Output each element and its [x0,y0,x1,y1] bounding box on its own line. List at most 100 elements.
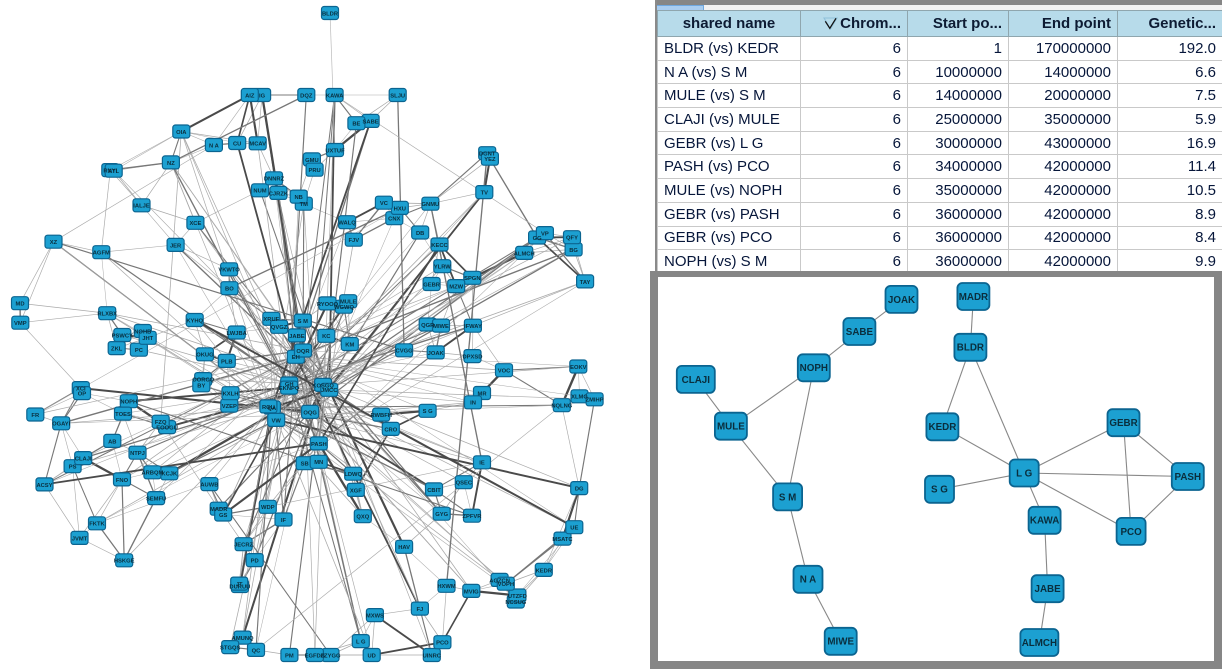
svg-text:DQZ: DQZ [300,93,313,99]
svg-text:ARBQM: ARBQM [141,471,163,477]
svg-text:XZ: XZ [50,240,58,246]
svg-text:TOES: TOES [115,412,131,418]
svg-text:JECRZ: JECRZ [234,543,253,549]
svg-text:S M: S M [779,492,796,503]
svg-text:ZMIHP: ZMIHP [586,398,604,404]
svg-text:CLAJI: CLAJI [75,457,92,463]
svg-text:AB: AB [108,439,116,445]
svg-text:IALJE: IALJE [133,204,150,210]
svg-text:PASH: PASH [311,442,327,448]
svg-text:L G: L G [356,640,366,646]
svg-text:NB: NB [295,195,303,201]
svg-text:DNNRZ: DNNRZ [264,177,285,183]
svg-text:FKTK: FKTK [89,522,105,528]
svg-text:QXQ: QXQ [356,515,369,521]
svg-text:JABE: JABE [1035,584,1062,595]
svg-text:JOAK: JOAK [428,351,445,357]
svg-text:PCO: PCO [436,641,449,647]
svg-text:BO: BO [225,287,234,293]
svg-text:QSEC: QSEC [456,481,473,487]
svg-text:KYHQ: KYHQ [186,318,203,324]
svg-text:L G: L G [1016,468,1033,479]
svg-text:HAV: HAV [398,545,410,551]
svg-text:PRU: PRU [308,168,320,174]
svg-text:KCJK: KCJK [161,472,178,478]
svg-text:MIWE: MIWE [433,324,449,330]
svg-text:STGQS: STGQS [220,646,240,652]
svg-text:PM: PM [285,653,294,659]
svg-text:SLJU: SLJU [390,93,405,99]
svg-text:DPXSD: DPXSD [463,355,483,361]
svg-text:IE: IE [479,461,485,467]
svg-text:ATL: ATL [108,169,119,175]
svg-text:UE: UE [570,526,578,532]
svg-text:FR: FR [31,413,40,419]
svg-text:PSWCY: PSWCY [112,333,133,339]
svg-text:KECC: KECC [431,243,448,249]
svg-text:CNX: CNX [388,217,400,223]
svg-text:EKNPQ: EKNPQ [279,386,300,392]
svg-text:EOKV: EOKV [570,365,587,371]
svg-text:PD: PD [251,559,259,565]
svg-text:HXWM: HXWM [437,584,456,590]
svg-text:NUM: NUM [253,189,266,195]
svg-text:KXLH: KXLH [223,392,239,398]
svg-text:TV: TV [481,191,489,197]
svg-text:VP: VP [541,232,549,238]
svg-text:ZKL: ZKL [111,347,123,353]
svg-text:MD: MD [15,302,24,308]
svg-text:HSKGE: HSKGE [114,559,135,565]
svg-text:HXU: HXU [394,206,406,212]
svg-text:S G: S G [931,485,948,496]
svg-text:SEMFU: SEMFU [146,497,166,503]
svg-text:JHT: JHT [142,336,153,342]
svg-text:NQLNG: NQLNG [551,404,572,410]
svg-text:LWJBA: LWJBA [227,331,248,337]
svg-text:PC: PC [135,348,144,354]
svg-text:RWBFH: RWBFH [370,413,391,419]
svg-text:GEBR: GEBR [423,282,441,288]
svg-text:OORCQ: OORCQ [192,378,214,384]
svg-text:KC: KC [322,334,331,340]
svg-text:S M: S M [298,319,308,325]
svg-text:IN: IN [470,401,476,407]
svg-text:JVMT: JVMT [72,536,88,542]
svg-text:BY: BY [197,384,205,390]
svg-text:XCE: XCE [189,221,201,227]
svg-text:FJ: FJ [417,607,424,613]
svg-text:KEDR: KEDR [536,568,553,574]
svg-text:IG: IG [259,93,266,99]
svg-text:QC: QC [252,648,262,654]
svg-text:DG: DG [575,487,584,493]
svg-text:UTZFD: UTZFD [508,594,527,600]
svg-text:CU: CU [233,141,241,147]
svg-text:GYG: GYG [435,512,448,518]
svg-text:GS: GS [219,513,228,519]
svg-text:KM: KM [345,342,354,348]
svg-text:RLXBX: RLXBX [97,312,117,318]
svg-text:MSATC: MSATC [552,537,573,543]
svg-text:PCO: PCO [1120,527,1142,538]
svg-text:SABE: SABE [846,327,874,338]
svg-text:EGFDG: EGFDG [305,653,326,659]
svg-text:FNO: FNO [116,478,129,484]
svg-text:NOHB: NOHB [134,329,151,335]
svg-text:YEZ: YEZ [484,157,496,163]
svg-text:KEDR: KEDR [929,422,957,433]
svg-text:VC: VC [380,201,389,207]
svg-text:PASH: PASH [1175,472,1202,483]
svg-text:ZPFVR: ZPFVR [462,514,482,520]
svg-text:OQG: OQG [303,410,317,416]
svg-text:BG: BG [569,248,578,254]
svg-text:MXWS: MXWS [366,614,384,620]
svg-text:VW: VW [272,418,282,424]
svg-text:MULE: MULE [717,422,745,433]
svg-text:BLDR: BLDR [957,343,984,354]
svg-text:OP: OP [78,392,87,398]
svg-text:FJV: FJV [348,238,359,244]
svg-text:YLRW: YLRW [434,265,451,271]
svg-text:SB: SB [301,462,309,468]
svg-text:GNMU: GNMU [422,202,440,208]
svg-text:AGFM: AGFM [93,251,110,257]
svg-text:RGU: RGU [262,405,275,411]
